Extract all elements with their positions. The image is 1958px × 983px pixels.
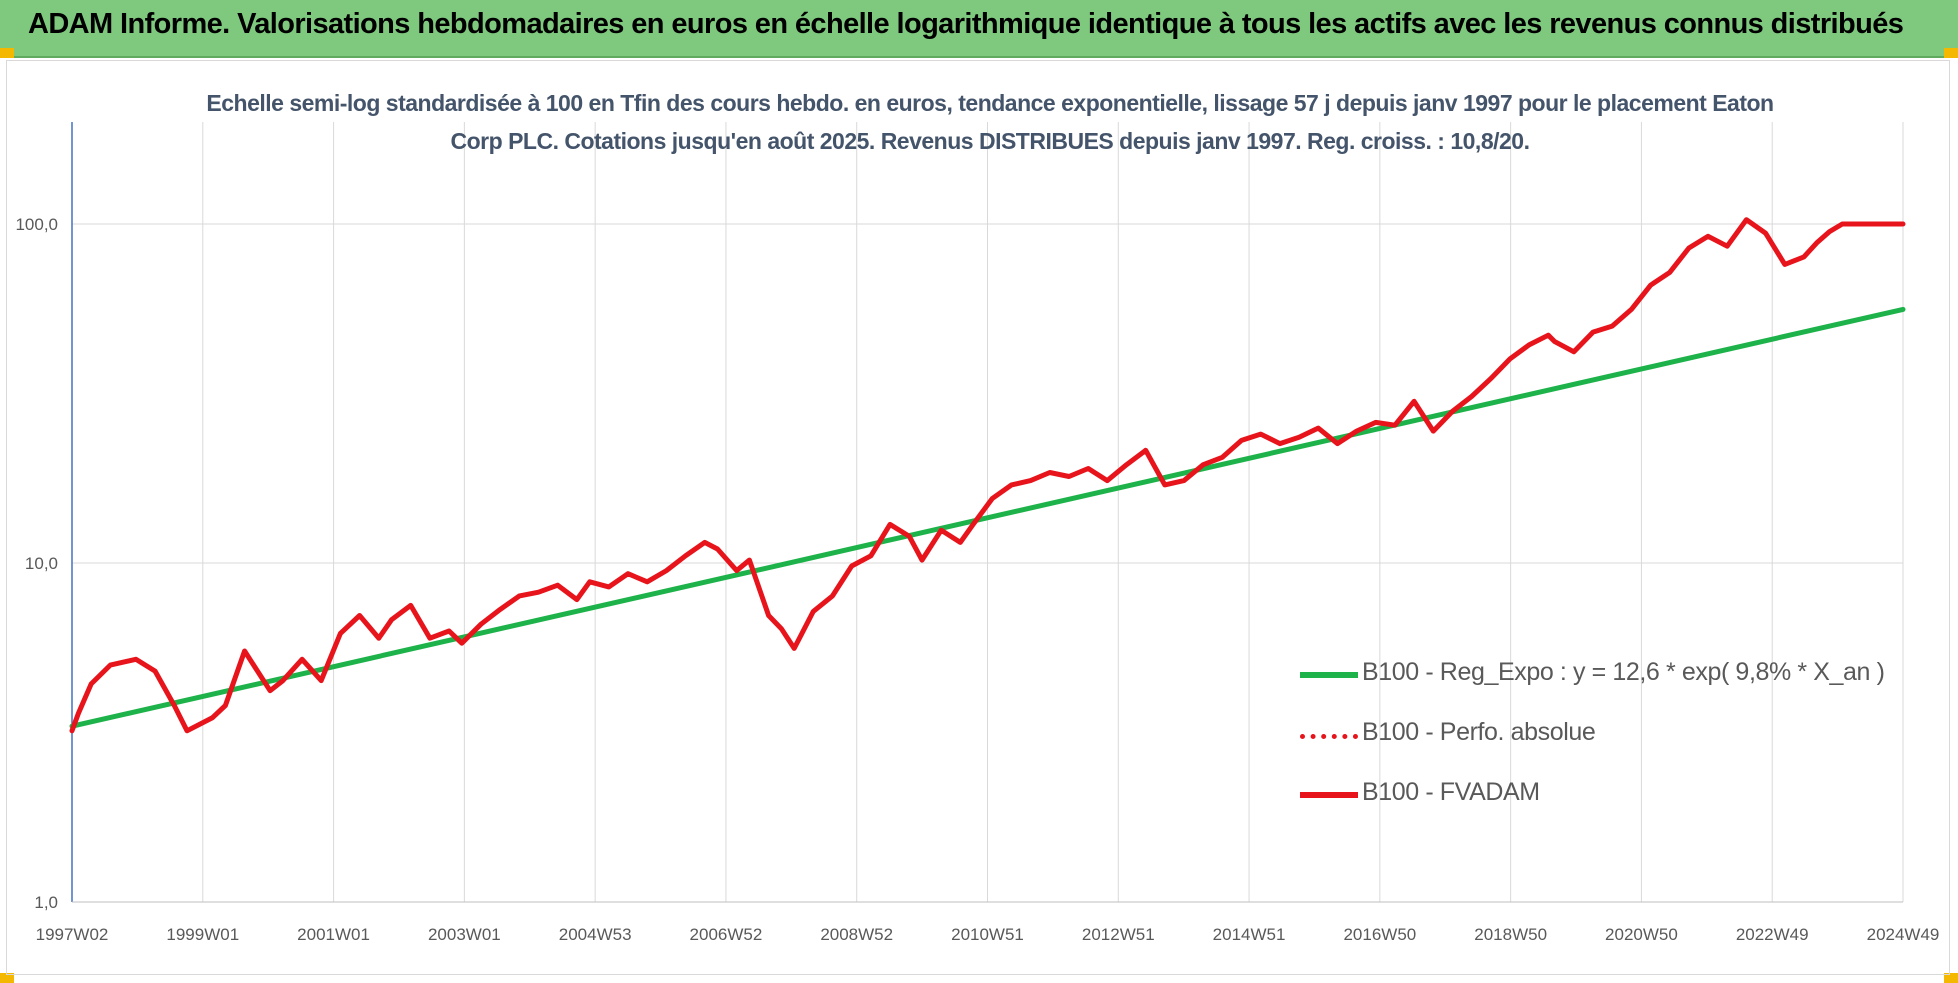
y-tick-label: 1,0 [34, 893, 58, 912]
x-tick-label: 2012W51 [1082, 925, 1155, 944]
legend-swatch-trend [1300, 672, 1358, 678]
header-title: ADAM Informe. Valorisations hebdomadaire… [28, 8, 1904, 40]
x-tick-label: 1999W01 [166, 925, 239, 944]
corner-marker [1944, 973, 1958, 983]
x-tick-label: 2001W01 [297, 925, 370, 944]
x-tick-label: 2008W52 [820, 925, 893, 944]
series-line-fvadam [69, 217, 1906, 734]
corner-marker [1944, 48, 1958, 58]
chart-title: Echelle semi-log standardisée à 100 en T… [206, 90, 1774, 154]
x-tick-label: 1997W02 [36, 925, 109, 944]
x-tick-label: 2014W51 [1213, 925, 1286, 944]
x-tick-label: 2003W01 [428, 925, 501, 944]
x-tick-label: 2004W53 [559, 925, 632, 944]
x-tick-label: 2024W49 [1867, 925, 1940, 944]
legend-label: B100 - FVADAM [1362, 778, 1540, 806]
chart-frame [6, 60, 1950, 975]
x-tick-label: 2018W50 [1474, 925, 1547, 944]
corner-marker [0, 973, 14, 983]
x-tick-label: 2016W50 [1343, 925, 1416, 944]
corner-marker [0, 48, 14, 58]
x-tick-label: 2020W50 [1605, 925, 1678, 944]
legend-label: B100 - Perfo. absolue [1362, 718, 1596, 746]
y-tick-label: 10,0 [25, 554, 58, 573]
legend-label: B100 - Reg_Expo : y = 12,6 * exp( 9,8% *… [1362, 658, 1885, 686]
legend-swatch-absolute [1300, 734, 1358, 739]
header-bar: ADAM Informe. Valorisations hebdomadaire… [0, 0, 1958, 58]
x-tick-label: 2010W51 [951, 925, 1024, 944]
series-line-trend [69, 306, 1906, 729]
y-tick-label: 100,0 [15, 215, 58, 234]
x-tick-label: 2006W52 [690, 925, 763, 944]
x-tick-label: 2022W49 [1736, 925, 1809, 944]
legend-swatch-fvadam [1300, 792, 1358, 798]
